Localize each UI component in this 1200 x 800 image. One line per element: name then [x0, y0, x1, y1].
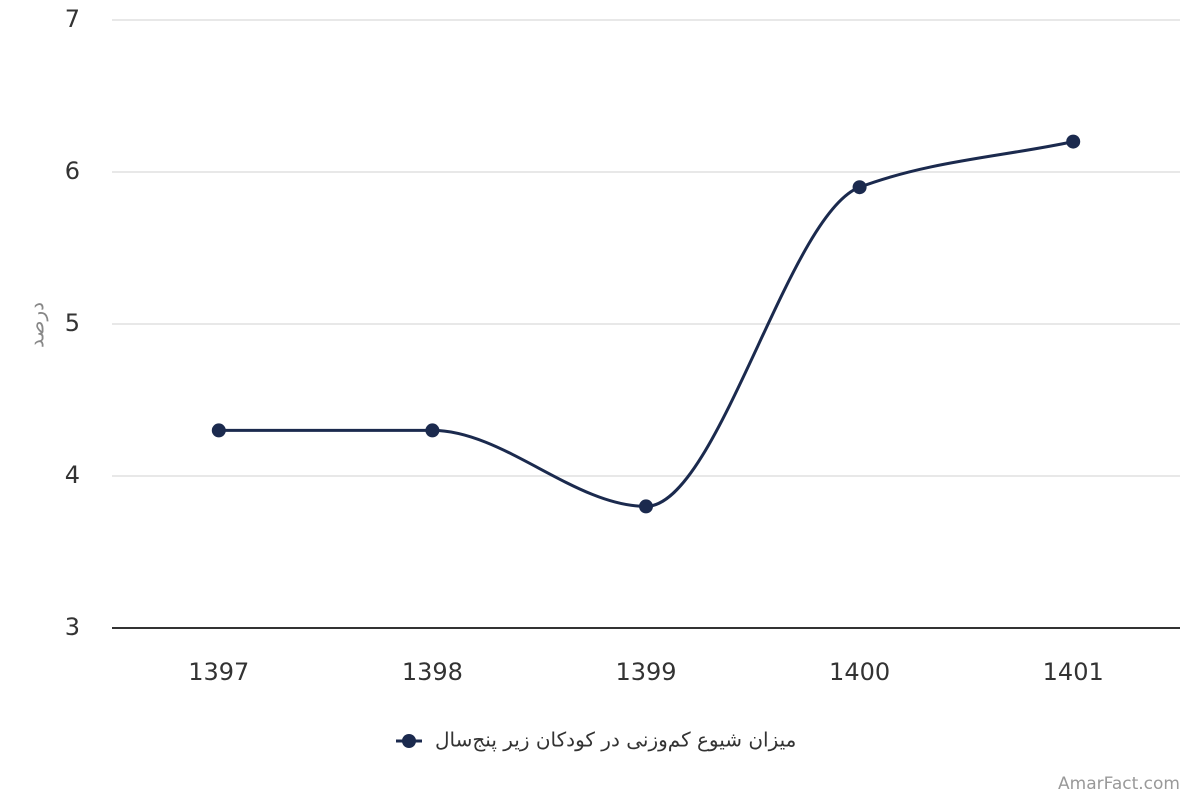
- legend-label: میزان شیوع کم‌وزنی در کودکان زیر پنج‌سال: [435, 728, 796, 753]
- line: [218, 140, 1074, 508]
- point: [852, 180, 867, 195]
- point: [425, 423, 440, 438]
- credit: AmarFact.com: [1058, 774, 1180, 794]
- point: [1066, 134, 1081, 149]
- y-tick-label: 4: [65, 461, 80, 489]
- y-axis-label: درصد: [25, 302, 49, 348]
- x-tick-label: 1397: [188, 658, 249, 686]
- x-tick-label: 1400: [829, 658, 890, 686]
- y-tick-label: 5: [65, 309, 80, 337]
- x-tick-label: 1398: [402, 658, 463, 686]
- point: [639, 499, 653, 514]
- y-tick-label: 3: [65, 613, 80, 641]
- x-tick-label: 1399: [615, 658, 676, 686]
- y-tick-label: 6: [65, 157, 80, 185]
- x-tick-label: 1401: [1043, 658, 1104, 686]
- legend-marker: [402, 734, 416, 748]
- y-tick-label: 7: [65, 5, 80, 33]
- point: [211, 423, 226, 438]
